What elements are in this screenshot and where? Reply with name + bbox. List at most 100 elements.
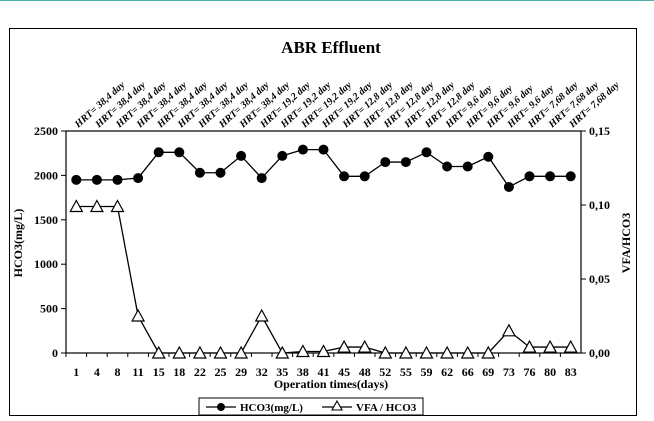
- hco3-point: [277, 150, 288, 161]
- vfa-line: [76, 205, 571, 354]
- x-tick-label: 83: [565, 365, 577, 379]
- vfa-point: [275, 345, 290, 359]
- left-tick-label: 1500: [34, 213, 58, 227]
- right-y-axis: 0,00 0,05 0,10 0,15: [581, 124, 610, 360]
- legend-hco3-label: HCO3(mg/L): [240, 402, 303, 414]
- hco3-point: [421, 147, 432, 158]
- vfa-point: [419, 345, 434, 359]
- vfa-point: [110, 199, 125, 213]
- vfa-point: [398, 345, 413, 359]
- vfa-point: [378, 345, 393, 359]
- x-tick-label: 15: [153, 365, 165, 379]
- vfa-point: [89, 199, 104, 213]
- x-tick-label: 69: [482, 365, 494, 379]
- hco3-point: [194, 167, 205, 178]
- x-tick-label: 22: [194, 365, 206, 379]
- legend: HCO3(mg/L) VFA / HCO3: [198, 397, 424, 416]
- x-tick-label: 32: [256, 365, 268, 379]
- vfa-point: [192, 345, 207, 359]
- x-tick-label: 11: [132, 365, 143, 379]
- hco3-point: [442, 161, 453, 172]
- x-tick-label: 62: [441, 365, 453, 379]
- left-y-axis-label: HCO3(mg/L): [11, 209, 25, 278]
- hco3-point: [318, 144, 329, 155]
- right-tick-label: 0,00: [589, 346, 610, 360]
- vfa-point: [522, 339, 537, 353]
- vfa-point: [501, 323, 516, 337]
- x-tick-label: 18: [173, 365, 185, 379]
- left-tick-label: 1000: [34, 257, 58, 271]
- hco3-point: [112, 174, 123, 185]
- vfa-point: [440, 345, 455, 359]
- hco3-point: [236, 150, 247, 161]
- vfa-point: [543, 339, 558, 353]
- x-tick-label: 8: [115, 365, 121, 379]
- hco3-point: [174, 147, 185, 158]
- x-tick-label: 55: [400, 365, 412, 379]
- x-tick-label: 59: [421, 365, 433, 379]
- series-vfa-hco3: [69, 199, 578, 359]
- hco3-point: [256, 173, 267, 184]
- hco3-point: [545, 171, 556, 182]
- hco3-point: [215, 167, 226, 178]
- hco3-point: [524, 171, 535, 182]
- vfa-point: [131, 308, 146, 322]
- left-y-axis: 0 500 1000 1500 2000 2500: [34, 124, 66, 360]
- hco3-point: [380, 157, 391, 168]
- vfa-point: [151, 345, 166, 359]
- left-tick-label: 500: [40, 302, 58, 316]
- vfa-point: [254, 308, 269, 322]
- vfa-point: [69, 199, 84, 213]
- x-tick-label: 66: [462, 365, 474, 379]
- hco3-point: [503, 181, 514, 192]
- x-axis-label: Operation times(days): [274, 377, 388, 391]
- hco3-point: [462, 161, 473, 172]
- x-tick-label: 29: [235, 365, 247, 379]
- left-tick-label: 0: [52, 346, 58, 360]
- x-tick-label: 80: [544, 365, 556, 379]
- hco3-point: [71, 174, 82, 185]
- x-tick-label: 52: [379, 365, 391, 379]
- series-hco3: [71, 144, 576, 192]
- x-tick-label: 1: [73, 365, 79, 379]
- legend-vfa-marker: [331, 399, 343, 411]
- vfa-point: [460, 345, 475, 359]
- chart-title: ABR Effluent: [281, 38, 381, 57]
- right-y-axis-label: VFA/HCO3: [619, 213, 633, 273]
- vfa-point: [172, 345, 187, 359]
- legend-hco3-marker: [217, 403, 225, 411]
- left-tick-label: 2000: [34, 168, 58, 182]
- hco3-point: [359, 171, 370, 182]
- x-tick-label: 76: [524, 365, 536, 379]
- vfa-point: [234, 345, 249, 359]
- legend-box: [198, 397, 424, 416]
- hco3-point: [297, 144, 308, 155]
- x-tick-label: 41: [318, 365, 330, 379]
- x-tick-label: 73: [503, 365, 515, 379]
- vfa-point: [295, 344, 310, 358]
- x-tick-label: 38: [297, 365, 309, 379]
- hco3-point: [400, 157, 411, 168]
- x-tick-label: 48: [359, 365, 371, 379]
- vfa-point: [213, 345, 228, 359]
- hco3-point: [483, 151, 494, 162]
- vfa-point: [316, 344, 331, 358]
- hco3-point: [91, 174, 102, 185]
- hco3-point: [339, 171, 350, 182]
- legend-vfa-label: VFA / HCO3: [356, 402, 417, 414]
- right-tick-label: 0,05: [589, 272, 610, 286]
- hco3-line: [76, 148, 571, 188]
- vfa-point: [563, 339, 578, 353]
- left-tick-label: 2500: [34, 124, 58, 138]
- x-tick-label: 25: [215, 365, 227, 379]
- x-tick-label: 45: [338, 365, 350, 379]
- right-tick-label: 0,15: [589, 124, 610, 138]
- hco3-point: [133, 173, 144, 184]
- x-axis: 1 4 8 11 15 18 22 25 29 32 35 38 41 45 48 52 55 59 62 66 69 7…: [65, 353, 577, 379]
- right-tick-label: 0,10: [589, 198, 610, 212]
- hco3-point: [565, 171, 576, 182]
- hco3-point: [153, 147, 164, 158]
- x-tick-label: 4: [94, 365, 100, 379]
